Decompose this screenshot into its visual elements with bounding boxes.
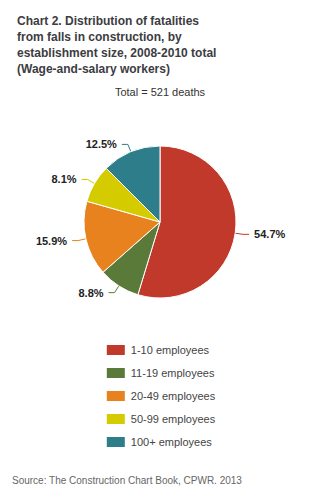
svg-text:from falls in construction, by: from falls in construction, by: [17, 30, 182, 44]
svg-text:(Wage-and-salary workers): (Wage-and-salary workers): [17, 62, 170, 76]
svg-text:100+ employees: 100+ employees: [131, 436, 213, 448]
svg-text:establishment size, 2008-2010: establishment size, 2008-2010 total: [17, 46, 216, 60]
svg-text:1-10 employees: 1-10 employees: [131, 344, 210, 356]
svg-text:Chart 2. Distribution of fatal: Chart 2. Distribution of fatalities: [17, 14, 199, 28]
svg-text:54.7%: 54.7%: [254, 228, 285, 240]
svg-text:12.5%: 12.5%: [86, 138, 117, 150]
svg-text:Total = 521 deaths: Total = 521 deaths: [115, 86, 206, 98]
svg-text:20-49 employees: 20-49 employees: [131, 390, 216, 402]
svg-text:Source: The Construction Chart: Source: The Construction Chart Book, CPW…: [12, 475, 242, 486]
svg-text:15.9%: 15.9%: [36, 235, 67, 247]
svg-text:11-19 employees: 11-19 employees: [131, 367, 215, 379]
svg-text:8.8%: 8.8%: [78, 287, 103, 299]
svg-text:8.1%: 8.1%: [51, 173, 76, 185]
svg-text:50-99 employees: 50-99 employees: [131, 413, 216, 425]
